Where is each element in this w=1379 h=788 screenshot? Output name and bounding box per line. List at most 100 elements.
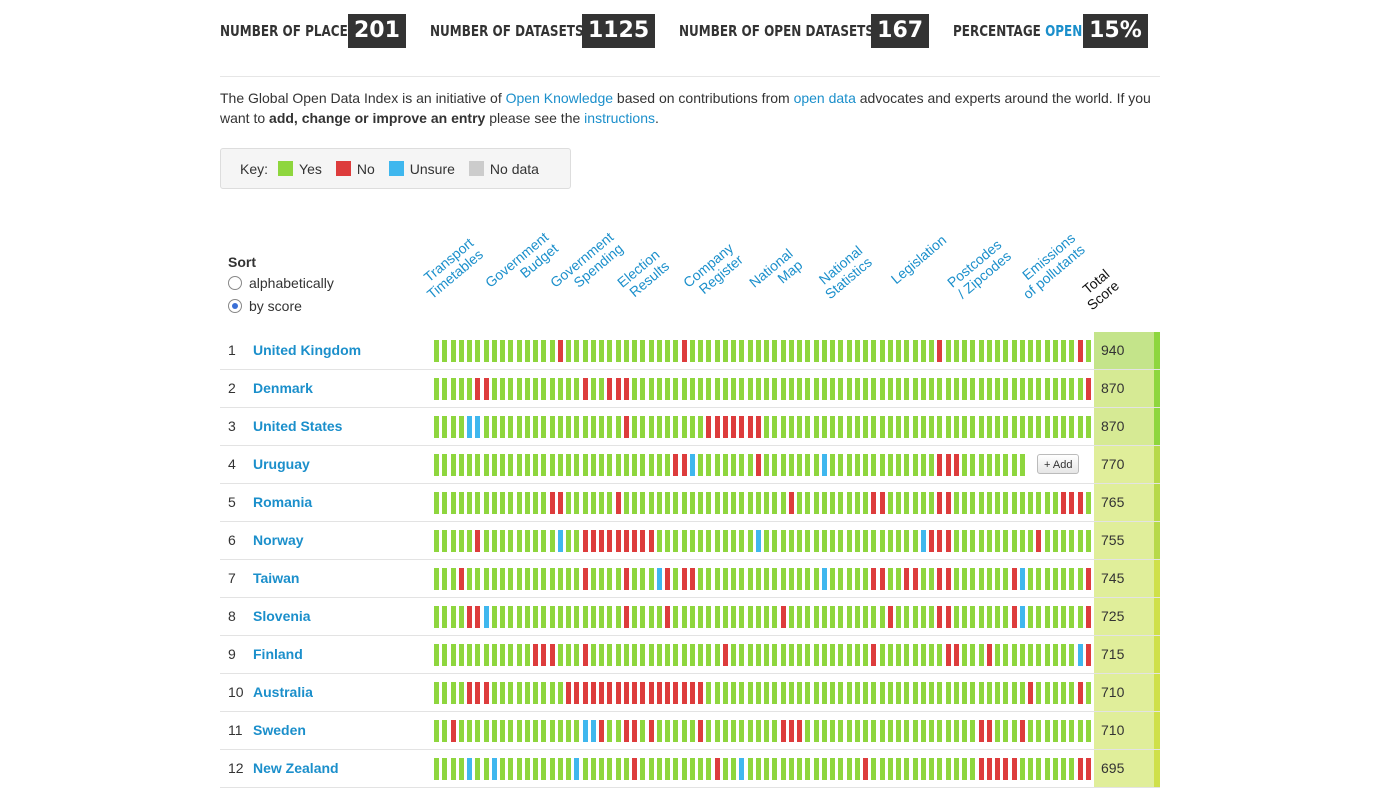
bar-yes[interactable] (1028, 758, 1033, 780)
place-link[interactable]: Finland (253, 646, 303, 662)
bar-yes[interactable] (722, 568, 728, 590)
bar-yes[interactable] (747, 492, 753, 514)
bar-yes[interactable] (656, 720, 662, 742)
bar-yes[interactable] (1069, 758, 1075, 780)
place-link[interactable]: Sweden (253, 722, 306, 738)
bar-yes[interactable] (1085, 530, 1091, 552)
bar-no[interactable] (731, 416, 736, 438)
bar-yes[interactable] (937, 644, 943, 666)
bar-yes[interactable] (475, 720, 481, 742)
bar-yes[interactable] (500, 720, 505, 742)
bar-yes[interactable] (640, 644, 646, 666)
column-header[interactable]: Government Budget (482, 229, 561, 302)
bar-yes[interactable] (648, 416, 654, 438)
bar-yes[interactable] (648, 606, 654, 628)
bar-yes[interactable] (450, 416, 456, 438)
bar-yes[interactable] (830, 644, 835, 666)
bar-yes[interactable] (681, 720, 687, 742)
bar-yes[interactable] (929, 568, 934, 590)
bar-yes[interactable] (904, 378, 910, 400)
bar-yes[interactable] (995, 720, 1000, 742)
bar-yes[interactable] (681, 644, 687, 666)
bar-yes[interactable] (805, 454, 811, 476)
bar-yes[interactable] (524, 682, 530, 704)
bar-yes[interactable] (500, 568, 505, 590)
bar-unsure[interactable] (491, 758, 497, 780)
bar-yes[interactable] (549, 530, 555, 552)
bar-yes[interactable] (458, 720, 464, 742)
bar-yes[interactable] (896, 568, 901, 590)
bar-no[interactable] (945, 530, 951, 552)
bar-yes[interactable] (533, 454, 538, 476)
bar-yes[interactable] (566, 606, 571, 628)
bar-yes[interactable] (434, 720, 439, 742)
bar-yes[interactable] (533, 492, 538, 514)
bar-yes[interactable] (863, 454, 868, 476)
bar-yes[interactable] (1003, 606, 1009, 628)
bar-yes[interactable] (1036, 644, 1042, 666)
bar-yes[interactable] (953, 416, 959, 438)
bar-yes[interactable] (838, 682, 844, 704)
bar-no[interactable] (706, 416, 712, 438)
bar-yes[interactable] (953, 720, 959, 742)
bar-yes[interactable] (920, 416, 926, 438)
bar-yes[interactable] (623, 340, 629, 362)
bar-yes[interactable] (896, 378, 901, 400)
bar-no[interactable] (1003, 758, 1009, 780)
bar-yes[interactable] (541, 530, 547, 552)
bar-yes[interactable] (788, 340, 794, 362)
bar-yes[interactable] (450, 492, 456, 514)
bar-yes[interactable] (524, 378, 530, 400)
bar-yes[interactable] (854, 568, 860, 590)
bar-yes[interactable] (500, 492, 505, 514)
bar-yes[interactable] (1044, 720, 1050, 742)
bar-no[interactable] (590, 682, 596, 704)
bar-yes[interactable] (706, 378, 712, 400)
bar-yes[interactable] (920, 454, 926, 476)
bar-yes[interactable] (722, 720, 728, 742)
bar-no[interactable] (623, 682, 629, 704)
bar-yes[interactable] (978, 416, 984, 438)
bar-yes[interactable] (1061, 416, 1066, 438)
bar-yes[interactable] (978, 568, 984, 590)
bar-yes[interactable] (871, 416, 877, 438)
bar-no[interactable] (780, 720, 786, 742)
bar-yes[interactable] (574, 492, 580, 514)
bar-no[interactable] (937, 568, 943, 590)
bar-yes[interactable] (590, 568, 596, 590)
bar-yes[interactable] (896, 682, 901, 704)
bar-no[interactable] (1077, 682, 1083, 704)
bar-no[interactable] (475, 530, 481, 552)
bar-yes[interactable] (500, 340, 505, 362)
bar-yes[interactable] (863, 568, 868, 590)
bar-yes[interactable] (755, 606, 761, 628)
bar-unsure[interactable] (1077, 644, 1083, 666)
bar-yes[interactable] (904, 682, 910, 704)
bar-yes[interactable] (896, 492, 901, 514)
column-header[interactable]: National Statistics (813, 242, 875, 302)
bar-yes[interactable] (1003, 416, 1009, 438)
bar-yes[interactable] (1069, 644, 1075, 666)
bar-yes[interactable] (1036, 568, 1042, 590)
bar-yes[interactable] (656, 758, 662, 780)
bar-yes[interactable] (524, 492, 530, 514)
bar-yes[interactable] (896, 340, 901, 362)
bar-yes[interactable] (1036, 606, 1042, 628)
bar-yes[interactable] (912, 378, 918, 400)
bar-yes[interactable] (706, 682, 712, 704)
bar-yes[interactable] (1069, 378, 1075, 400)
bar-yes[interactable] (467, 568, 472, 590)
bar-yes[interactable] (764, 340, 769, 362)
bar-yes[interactable] (1061, 758, 1066, 780)
bar-yes[interactable] (1028, 530, 1033, 552)
bar-yes[interactable] (962, 492, 967, 514)
bar-yes[interactable] (467, 454, 472, 476)
bar-yes[interactable] (541, 568, 547, 590)
bar-yes[interactable] (838, 720, 844, 742)
bar-yes[interactable] (788, 758, 794, 780)
bar-yes[interactable] (953, 378, 959, 400)
bar-yes[interactable] (566, 530, 571, 552)
bar-yes[interactable] (648, 644, 654, 666)
bar-yes[interactable] (1077, 378, 1083, 400)
bar-yes[interactable] (475, 644, 481, 666)
